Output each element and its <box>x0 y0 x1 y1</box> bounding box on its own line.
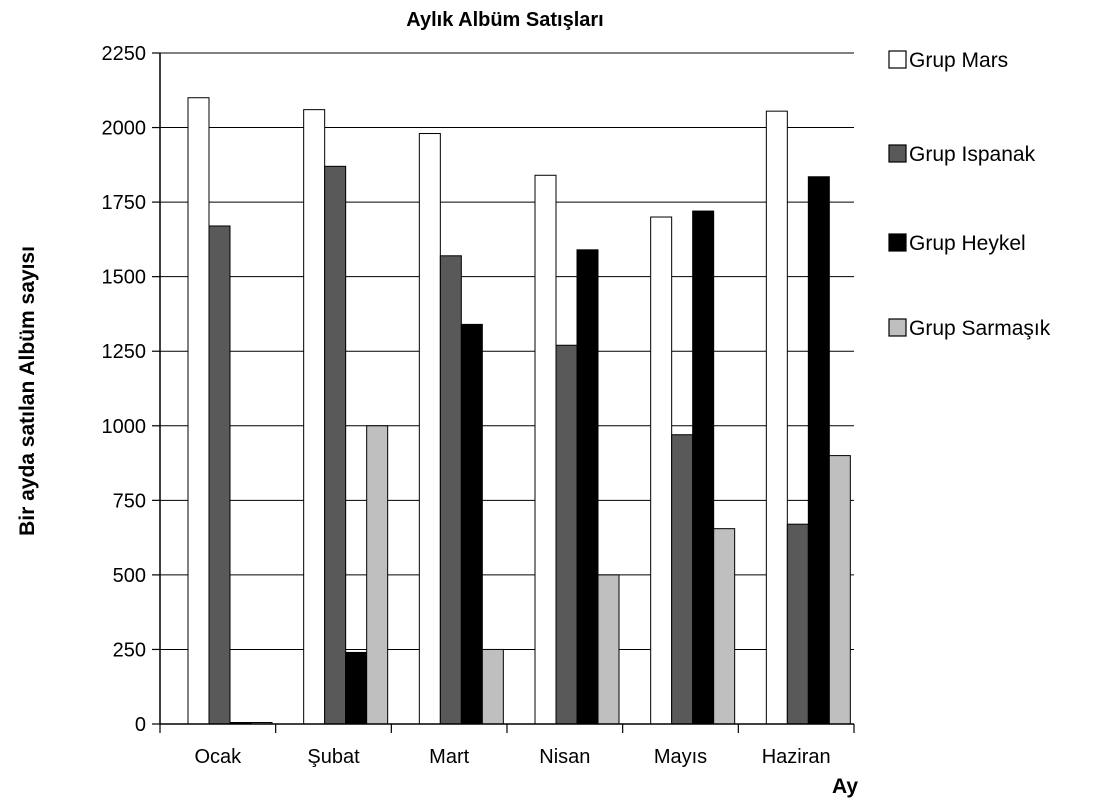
bar <box>366 425 389 725</box>
legend-label: Grup Heykel <box>909 232 1026 255</box>
bar <box>534 174 557 725</box>
legend-label: Grup Sarmaşık <box>909 317 1051 340</box>
y-tick-label: 250 <box>113 639 146 661</box>
y-tick-label: 1000 <box>102 416 147 438</box>
legend: Grup Mars Grup Ispanak Grup Heykel Grup Sar… <box>888 49 1051 340</box>
bar <box>345 651 368 725</box>
y-tick-labels: 0 250 500 750 1000 1250 1500 1750 2000 2250 <box>102 43 147 736</box>
bar <box>765 110 788 725</box>
x-tick-label: Nisan <box>539 746 590 768</box>
legend-swatch <box>888 318 907 337</box>
y-axis-label: Bir ayda satılan Albüm sayısı <box>16 246 39 536</box>
bar <box>303 109 326 725</box>
legend-swatch <box>888 233 907 252</box>
bar <box>713 528 736 725</box>
legend-label: Grup Ispanak <box>909 143 1036 166</box>
x-tick-label: Şubat <box>307 746 360 768</box>
bar <box>576 249 599 725</box>
bar <box>460 323 483 725</box>
legend-swatch <box>888 144 907 163</box>
y-tick-label: 2250 <box>102 43 147 65</box>
y-tick-label: 0 <box>135 714 146 736</box>
bar <box>692 210 715 725</box>
x-tick-label: Ocak <box>194 746 242 768</box>
x-tick-labels: Ocak Şubat Mart Nisan Mayıs Haziran <box>194 746 830 768</box>
bar <box>650 216 673 725</box>
bars <box>187 97 851 725</box>
y-tick-label: 500 <box>113 565 146 587</box>
y-tick-label: 1500 <box>102 267 147 289</box>
legend-swatch <box>888 50 907 69</box>
bar <box>418 133 441 725</box>
y-tick-label: 1750 <box>102 192 147 214</box>
x-axis-label: Ay <box>832 775 858 798</box>
bar <box>481 648 504 725</box>
bar <box>208 225 231 725</box>
x-tick-label: Mayıs <box>654 746 707 768</box>
bar <box>324 165 347 725</box>
gridlines <box>160 52 854 650</box>
x-tick-label: Mart <box>429 746 469 768</box>
bar <box>807 176 830 725</box>
bar <box>187 97 210 725</box>
y-tick-label: 1250 <box>102 341 147 363</box>
chart-title: Aylık Albüm Satışları <box>406 9 603 31</box>
bar <box>439 255 462 725</box>
bar <box>828 455 851 725</box>
y-tick-label: 2000 <box>102 118 147 140</box>
legend-label: Grup Mars <box>909 49 1008 72</box>
x-tick-label: Haziran <box>762 746 831 768</box>
bar <box>555 344 578 725</box>
y-tick-label: 750 <box>113 490 146 512</box>
axes <box>152 52 855 733</box>
bar <box>597 574 620 725</box>
bar <box>671 434 694 725</box>
bar <box>786 523 809 725</box>
